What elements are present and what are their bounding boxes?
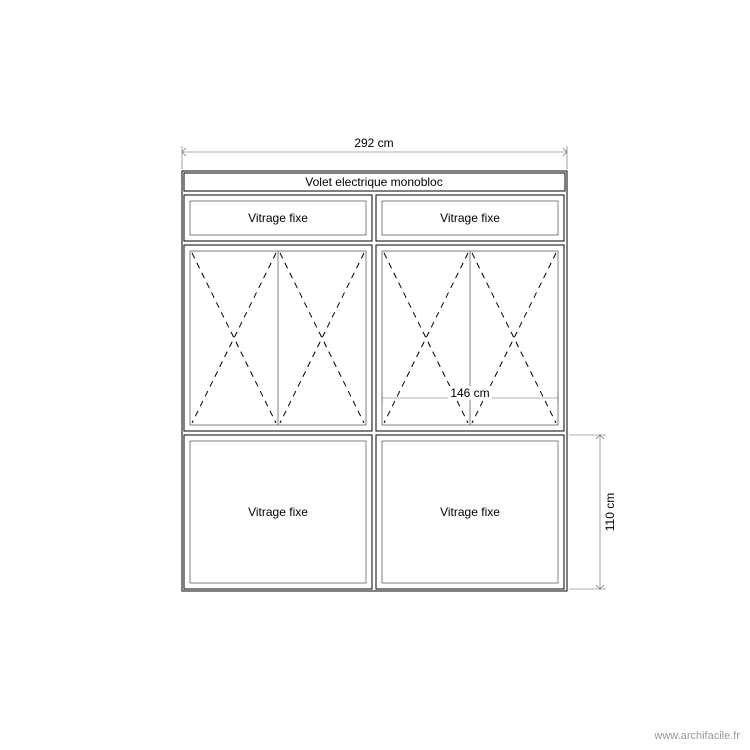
bottom-fixed-right-label: Vitrage fixe — [440, 505, 500, 519]
window-diagram: 292 cm Volet electrique monobloc Vitrage… — [0, 0, 750, 750]
top-fixed-right-label: Vitrage fixe — [440, 211, 500, 225]
watermark-text: www.archifacile.fr — [654, 730, 740, 742]
top-fixed-left-label: Vitrage fixe — [248, 211, 308, 225]
header-band: Volet electrique monobloc — [184, 173, 565, 191]
bottom-fixed-left-label: Vitrage fixe — [248, 505, 308, 519]
dim-146-label: 146 cm — [450, 386, 489, 400]
dim-top-label: 292 cm — [354, 136, 393, 150]
dim-right-label: 110 cm — [603, 493, 617, 531]
dim-top: 292 cm — [182, 136, 567, 169]
watermark: www.archifacile.fr — [654, 730, 740, 742]
header-label: Volet electrique monobloc — [305, 175, 442, 189]
dim-right-110: 110 cm — [569, 435, 617, 589]
